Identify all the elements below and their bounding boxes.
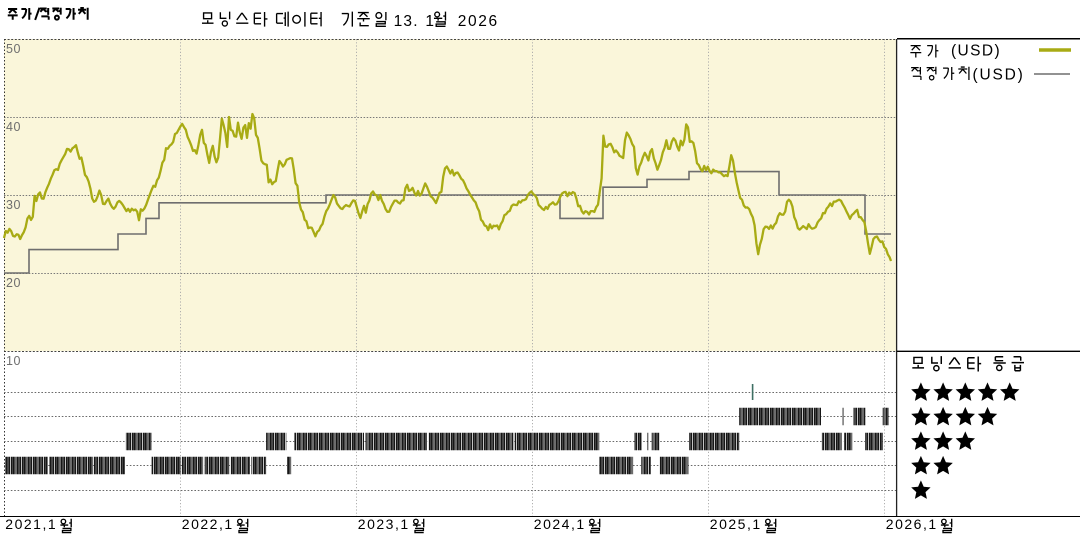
svg-text:10: 10 xyxy=(6,354,21,368)
svg-text:2026: 2026 xyxy=(458,13,499,30)
svg-text:50: 50 xyxy=(6,42,21,56)
svg-text:2021,1: 2021,1 xyxy=(5,516,57,532)
svg-text:20: 20 xyxy=(6,276,21,290)
svg-text:2026,1: 2026,1 xyxy=(886,516,938,532)
svg-text:1: 1 xyxy=(425,13,434,30)
svg-text:2023,1: 2023,1 xyxy=(358,516,410,532)
svg-text:30: 30 xyxy=(6,198,21,212)
svg-text:2024,1: 2024,1 xyxy=(534,516,586,532)
svg-text:40: 40 xyxy=(6,120,21,134)
svg-text:2022,1: 2022,1 xyxy=(182,516,234,532)
svg-text:(USD): (USD) xyxy=(951,43,1001,60)
svg-text:13.: 13. xyxy=(394,13,419,30)
svg-text:2025,1: 2025,1 xyxy=(710,516,762,532)
svg-text:(USD): (USD) xyxy=(973,67,1025,84)
